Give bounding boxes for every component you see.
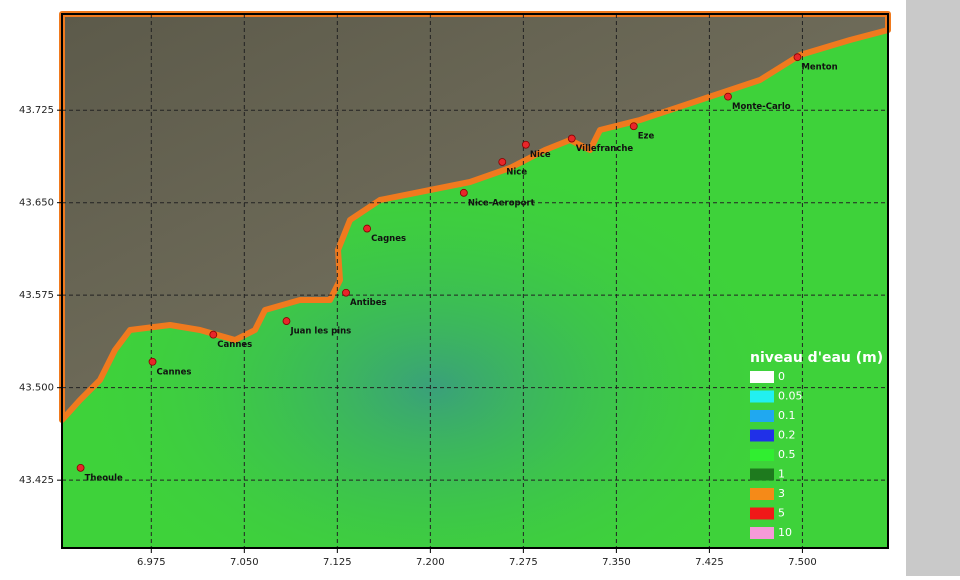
legend-swatch xyxy=(750,507,774,520)
land xyxy=(59,11,891,423)
x-tick-label: 7.200 xyxy=(416,557,445,568)
legend-swatch xyxy=(750,449,774,461)
legend-swatch xyxy=(750,371,774,383)
place-marker xyxy=(629,122,638,131)
legend-swatch xyxy=(750,410,774,422)
x-tick-label: 6.975 xyxy=(137,557,166,568)
legend-swatch xyxy=(750,468,774,481)
legend-swatch xyxy=(750,429,774,442)
legend-label: 5 xyxy=(778,507,785,520)
place-label: Nice-Aeroport xyxy=(468,198,535,208)
place-label: Cagnes xyxy=(371,234,406,244)
legend-title: niveau d'eau (m) xyxy=(750,350,883,366)
x-tick-label: 7.125 xyxy=(323,557,352,568)
place-label: Cannes xyxy=(217,340,252,350)
legend-swatch xyxy=(750,488,774,500)
place-marker xyxy=(209,330,218,339)
place-marker xyxy=(459,188,468,197)
place-marker xyxy=(521,140,530,149)
place-label: Antibes xyxy=(350,298,387,308)
place-label: Monte-Carlo xyxy=(732,102,791,112)
y-tick-label: 43.725 xyxy=(19,105,54,116)
place-marker xyxy=(363,224,371,233)
place-marker xyxy=(498,158,507,166)
legend-label: 0.1 xyxy=(778,409,796,422)
place-label: Nice xyxy=(506,167,527,177)
place-label: Cannes xyxy=(157,367,192,377)
place-marker xyxy=(342,288,350,297)
place-marker xyxy=(793,53,802,62)
x-tick-label: 7.050 xyxy=(230,557,259,568)
place-marker xyxy=(76,463,85,472)
x-tick-label: 7.350 xyxy=(602,557,631,568)
place-label: Eze xyxy=(638,132,655,142)
legend-label: 0.05 xyxy=(778,390,803,403)
legend-swatch xyxy=(750,527,774,539)
y-tick-label: 43.650 xyxy=(19,198,54,209)
place-label: Villefranche xyxy=(576,144,634,154)
place-label: Juan les pins xyxy=(289,327,351,337)
place-marker xyxy=(724,92,732,101)
legend-label: 1 xyxy=(778,468,785,481)
place-label: Menton xyxy=(801,63,837,73)
place-marker xyxy=(567,134,576,143)
legend-label: 0.5 xyxy=(778,448,796,461)
y-tick-label: 43.500 xyxy=(19,383,54,394)
legend-label: 10 xyxy=(778,526,792,539)
map-area xyxy=(59,11,891,548)
x-tick-label: 7.275 xyxy=(509,557,538,568)
legend-label: 3 xyxy=(778,487,785,500)
side-panel xyxy=(906,0,960,576)
y-tick-label: 43.575 xyxy=(19,290,54,301)
y-tick-label: 43.425 xyxy=(19,475,54,486)
place-marker xyxy=(282,317,291,325)
x-tick-label: 7.425 xyxy=(695,557,724,568)
overlay: MentonMonte-CarloEzeVillefrancheNiceNice… xyxy=(62,14,888,548)
legend-label: 0 xyxy=(778,370,785,383)
place-marker xyxy=(148,357,157,366)
place-label: Theoule xyxy=(85,473,123,483)
x-tick-label: 7.500 xyxy=(788,557,817,568)
legend-swatch xyxy=(750,390,774,403)
legend-label: 0.2 xyxy=(778,429,796,442)
frame xyxy=(61,13,889,549)
place-label: Nice xyxy=(530,150,551,160)
